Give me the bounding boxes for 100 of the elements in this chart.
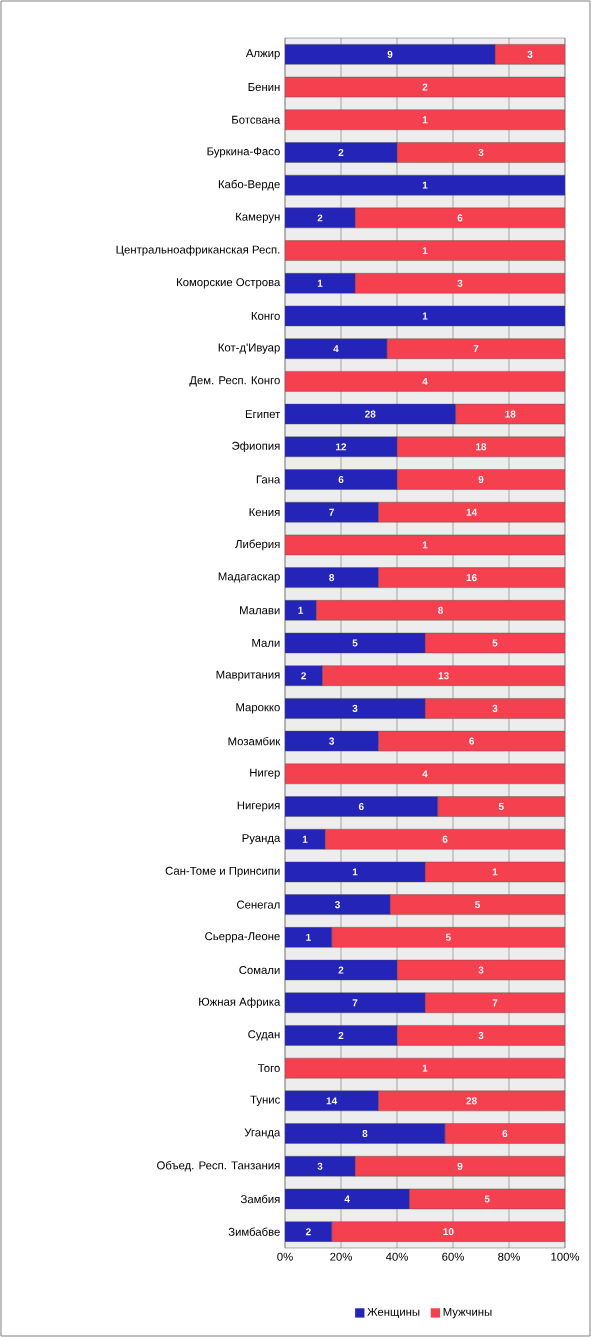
- bar: [285, 567, 379, 588]
- bar: [331, 1221, 565, 1242]
- annotation: 2: [317, 214, 323, 222]
- annotation: 2: [301, 672, 306, 680]
- annotation: 6: [502, 1130, 508, 1138]
- y-tick-label: Мали: [252, 639, 280, 647]
- x-tick-label: 60%: [442, 1252, 464, 1261]
- annotation: 6: [338, 475, 344, 484]
- y-tick-label: Нигер: [250, 768, 280, 779]
- y-tick-label: Мозамбик: [228, 736, 281, 746]
- bar: [444, 1123, 565, 1144]
- y-tick-label: Гана: [256, 475, 281, 484]
- annotation: 6: [469, 737, 475, 745]
- bar: [285, 273, 356, 294]
- y-tick-label: Сан-Томе и Принсипи: [165, 866, 280, 878]
- annotation: 6: [358, 802, 364, 811]
- x-tick-label: 40%: [385, 1252, 408, 1261]
- bar: [494, 44, 565, 65]
- bar: [285, 142, 398, 163]
- bar: [285, 338, 388, 359]
- bar: [331, 927, 565, 948]
- annotation: 2: [338, 966, 344, 974]
- bar: [424, 992, 565, 1013]
- annotation: 5: [352, 639, 358, 647]
- bar: [285, 501, 379, 523]
- annotation: 6: [442, 835, 448, 843]
- y-tick-label: Дем. Респ. Конго: [189, 376, 280, 387]
- annotation: 4: [422, 770, 428, 778]
- annotation: 18: [505, 410, 516, 418]
- annotation: 7: [329, 508, 334, 516]
- bar: [285, 894, 391, 915]
- annotation: 16: [466, 574, 477, 582]
- annotation: 3: [492, 704, 498, 712]
- annotation: 4: [333, 345, 339, 353]
- annotation: 3: [352, 704, 358, 712]
- bar: [285, 1025, 398, 1046]
- bar: [378, 567, 565, 588]
- y-tick-label: Объед. Респ. Танзания: [157, 1160, 280, 1172]
- annotation: 1: [422, 312, 428, 320]
- y-tick-label: Кот-д'Ивуар: [218, 343, 280, 354]
- annotation: 3: [527, 50, 533, 58]
- bar: [285, 436, 398, 457]
- y-tick-label: Коморские Острова: [177, 278, 281, 289]
- x-tick-label: 80%: [498, 1252, 520, 1261]
- annotation: 2: [305, 1228, 311, 1236]
- y-tick-label: Ботсвана: [232, 115, 281, 124]
- bar: [285, 992, 426, 1013]
- bar: [285, 371, 565, 392]
- y-tick-label: Конго: [251, 312, 280, 320]
- y-tick-label: Кабо-Верде: [218, 179, 280, 191]
- bar: [389, 894, 565, 915]
- annotation: 14: [326, 1097, 338, 1105]
- y-tick-label: Египет: [245, 410, 281, 419]
- annotation: 5: [445, 933, 451, 941]
- bar: [285, 927, 332, 948]
- bar: [437, 796, 565, 817]
- annotation: 1: [298, 606, 304, 614]
- y-tick-label: Зимбабве: [228, 1227, 280, 1236]
- bar: [285, 698, 426, 719]
- y-tick-label: Мавритания: [216, 670, 280, 681]
- bar: [285, 763, 565, 785]
- annotation: 3: [457, 279, 463, 287]
- annotation: 2: [422, 83, 428, 91]
- bar: [285, 44, 496, 65]
- y-tick-label: Марокко: [236, 703, 280, 714]
- bar: [354, 273, 565, 294]
- y-tick-label: Мадагаскар: [218, 572, 280, 583]
- bar: [324, 829, 565, 850]
- bar: [386, 338, 565, 359]
- annotation: 1: [422, 1064, 428, 1072]
- y-tick-label: Замбия: [240, 1194, 280, 1204]
- annotation: 3: [329, 737, 335, 745]
- x-tick-label: 0%: [277, 1252, 293, 1261]
- y-tick-label: Бенин: [248, 83, 280, 92]
- y-tick-label: Кения: [249, 508, 280, 517]
- y-tick-label: Сьерра-Леоне: [205, 932, 280, 943]
- annotation: 12: [336, 443, 347, 451]
- annotation: 2: [338, 1031, 344, 1039]
- annotation: 3: [334, 901, 340, 909]
- annotation: 18: [476, 443, 487, 451]
- x-tick-label: 20%: [330, 1252, 352, 1261]
- bar: [396, 1025, 565, 1046]
- bar: [285, 665, 323, 686]
- y-tick-label: Буркина-Фасо: [207, 147, 280, 158]
- y-tick-label: Либерия: [235, 539, 280, 551]
- annotation: 9: [478, 475, 484, 484]
- annotation: 6: [457, 214, 463, 222]
- annotation: 9: [387, 50, 393, 58]
- annotation: 1: [422, 247, 428, 255]
- annotation: 28: [466, 1097, 477, 1105]
- y-tick-label: Сомали: [239, 966, 280, 975]
- annotation: 7: [352, 999, 358, 1007]
- annotation: 8: [329, 574, 335, 582]
- annotation: 1: [492, 868, 498, 876]
- annotation: 8: [362, 1130, 368, 1138]
- y-tick-label: Уганда: [244, 1128, 281, 1139]
- y-tick-label: Судан: [248, 1030, 280, 1041]
- y-tick-label: Эфиопия: [232, 441, 280, 453]
- bar: [396, 142, 565, 163]
- legend-label: Женщины: [367, 1308, 420, 1319]
